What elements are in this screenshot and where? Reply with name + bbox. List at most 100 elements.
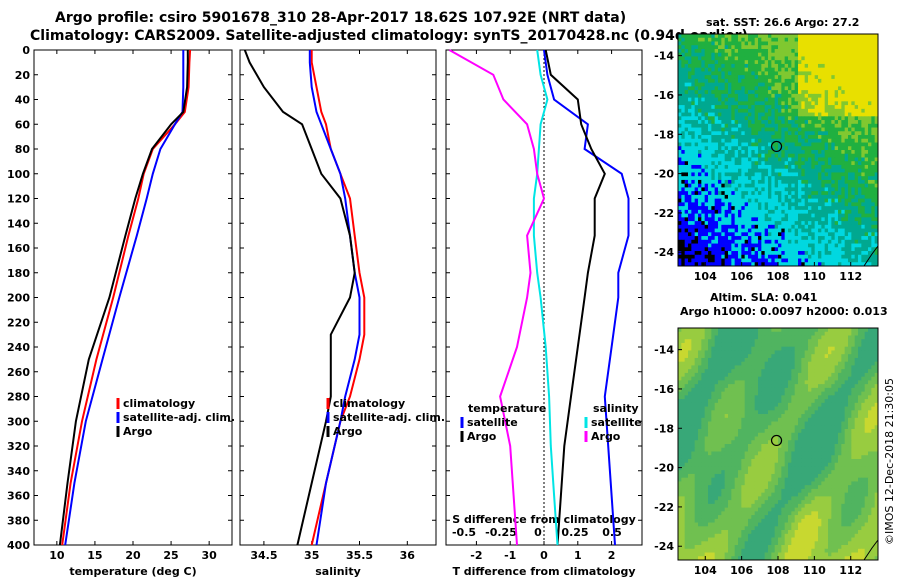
map-cell [688, 209, 692, 215]
map-cell [764, 93, 769, 99]
map-cell [731, 369, 736, 374]
map-cell [681, 153, 686, 158]
map-cell [784, 376, 789, 381]
map-cell [861, 34, 866, 39]
map-cell [711, 198, 716, 203]
map-cell [728, 247, 732, 252]
map-cell [861, 342, 866, 348]
map-cell [711, 112, 716, 117]
map-cell [751, 376, 756, 381]
map-cell [714, 37, 719, 42]
map-cell [778, 67, 782, 72]
map-cell [768, 150, 772, 155]
map-cell [704, 153, 709, 158]
map-cell [874, 194, 879, 200]
map-cell [804, 131, 809, 136]
map-cell [681, 41, 686, 46]
map-cell [808, 361, 812, 366]
map-cell [814, 179, 819, 185]
map-cell [828, 232, 832, 237]
map-cell [771, 41, 776, 46]
map-cell [791, 331, 796, 336]
map-cell [718, 101, 722, 106]
map-cell [868, 48, 872, 54]
map-cell [711, 202, 716, 207]
map-cell [848, 365, 852, 370]
map-cell [681, 224, 686, 229]
map-cell [711, 142, 716, 147]
map-cell [694, 239, 699, 244]
map-cell [824, 354, 829, 359]
map-cell [801, 63, 806, 69]
map-cell [868, 243, 872, 248]
map-cell [778, 127, 782, 132]
map-cell [754, 82, 759, 87]
map-cell [818, 251, 822, 256]
map-cell [684, 127, 689, 132]
map-cell [688, 369, 692, 374]
map-cell [721, 262, 726, 267]
map-cell [688, 221, 692, 226]
map-cell [798, 157, 802, 162]
map-cell [741, 146, 746, 151]
map-cell [858, 52, 862, 57]
map-cell [808, 187, 812, 192]
map-cell [734, 63, 739, 69]
map-cell [874, 372, 879, 378]
map-cell [851, 86, 856, 91]
map-cell [844, 232, 849, 237]
map-cell [834, 206, 839, 211]
map-cell [738, 127, 742, 132]
map-cell [821, 376, 826, 381]
map-cell [804, 228, 809, 233]
map-cell [738, 206, 742, 211]
map-cell [864, 37, 869, 42]
map-cell [714, 361, 719, 366]
map-cell [721, 150, 726, 155]
map-cell [684, 172, 689, 177]
map-cell [838, 150, 842, 155]
map-cell [784, 161, 789, 166]
map-cell [771, 120, 776, 125]
map-cell [741, 247, 746, 252]
map-cell [811, 161, 816, 166]
map-cell [811, 150, 816, 155]
map-cell [734, 146, 739, 151]
map-cell [724, 123, 729, 128]
map-cell [848, 202, 852, 207]
map-cell [821, 262, 826, 267]
map-cell [744, 161, 749, 166]
map-cell [678, 112, 682, 117]
map-cell [694, 56, 699, 61]
map-cell [821, 164, 826, 170]
map-cell [694, 191, 699, 196]
map-cell [734, 127, 739, 132]
map-cell [864, 198, 869, 203]
map-cell [784, 262, 789, 267]
map-cell [684, 239, 689, 244]
map-cell [864, 45, 869, 50]
map-cell [688, 331, 692, 336]
map-cell [728, 153, 732, 158]
map-cell [781, 239, 786, 244]
map-cell [814, 82, 819, 87]
map-cell [724, 346, 729, 351]
map-cell [804, 90, 809, 95]
map-cell [734, 176, 739, 181]
map-cell [681, 116, 686, 121]
map-cell [738, 209, 742, 215]
map-cell [704, 328, 709, 333]
map-cell [774, 52, 779, 57]
map-cell [868, 176, 872, 181]
map-cell [711, 339, 716, 344]
map-cell [744, 357, 749, 363]
map-cell [691, 78, 696, 84]
map-cell [744, 183, 749, 188]
map-cell [724, 335, 729, 340]
map-cell [748, 369, 752, 374]
map-cell [768, 357, 772, 363]
map-cell [848, 131, 852, 136]
map-cell [861, 48, 866, 54]
map-cell [698, 387, 702, 393]
map-cell [741, 380, 746, 385]
